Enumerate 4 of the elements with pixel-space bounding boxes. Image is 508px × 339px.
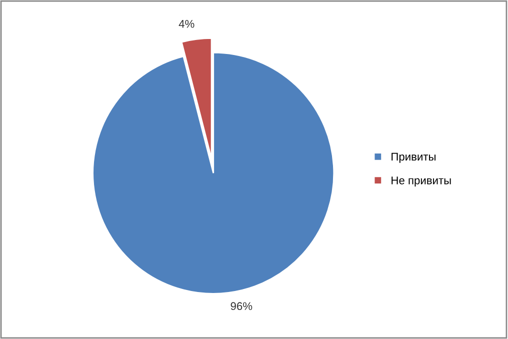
legend-label: Не привиты <box>392 176 451 187</box>
legend-label: Привиты <box>392 152 436 163</box>
data-label: 4% <box>178 20 194 28</box>
data-label: 96% <box>230 302 252 310</box>
